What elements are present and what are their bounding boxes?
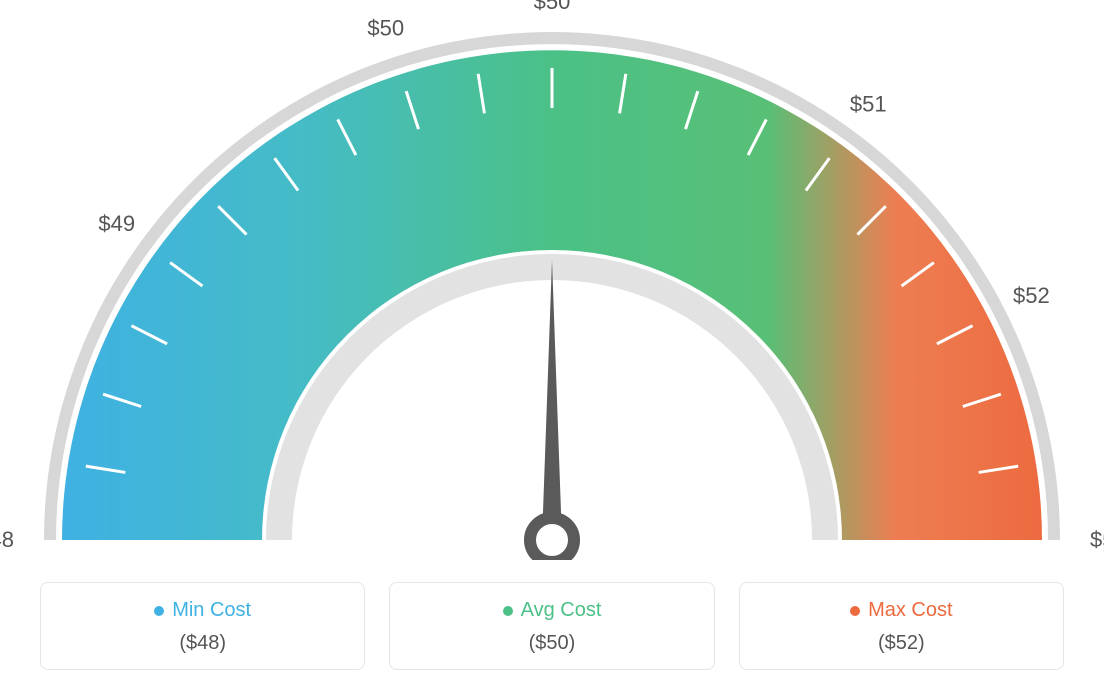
legend-label-min: Min Cost — [172, 599, 251, 622]
legend-label-max: Max Cost — [868, 599, 952, 622]
svg-text:$51: $51 — [850, 92, 887, 117]
legend-value-max: ($52) — [750, 632, 1053, 655]
legend-row: Min Cost ($48) Avg Cost ($50) Max Cost (… — [40, 582, 1064, 670]
legend-card-max: Max Cost ($52) — [739, 582, 1064, 670]
svg-text:$52: $52 — [1090, 527, 1104, 552]
legend-card-min: Min Cost ($48) — [40, 582, 365, 670]
svg-text:$49: $49 — [98, 211, 135, 236]
svg-text:$50: $50 — [534, 0, 571, 14]
legend-value-min: ($48) — [51, 632, 354, 655]
legend-dot-max — [850, 606, 860, 616]
legend-title-min: Min Cost — [154, 599, 251, 622]
svg-text:$50: $50 — [367, 15, 404, 40]
legend-card-avg: Avg Cost ($50) — [389, 582, 714, 670]
svg-text:$52: $52 — [1013, 283, 1050, 308]
gauge-chart: $48 $49 $50 $50 $51 $52 $52 — [0, 0, 1104, 560]
svg-text:$48: $48 — [0, 527, 14, 552]
legend-value-avg: ($50) — [400, 632, 703, 655]
legend-title-max: Max Cost — [850, 599, 952, 622]
legend-dot-min — [154, 606, 164, 616]
legend-dot-avg — [503, 606, 513, 616]
legend-title-avg: Avg Cost — [503, 599, 602, 622]
gauge-svg: $48 $49 $50 $50 $51 $52 $52 — [0, 0, 1104, 560]
legend-label-avg: Avg Cost — [521, 599, 602, 622]
